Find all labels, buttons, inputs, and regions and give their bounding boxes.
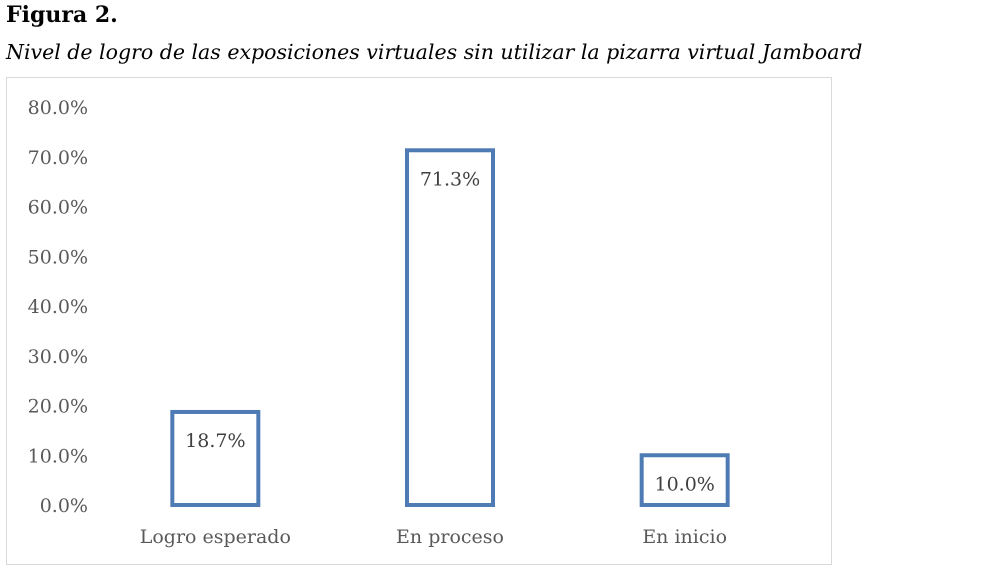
bar [170, 409, 261, 507]
x-category-label: Logro esperado [140, 526, 291, 548]
y-tick-label: 50.0% [28, 246, 88, 268]
bar-data-label: 18.7% [185, 430, 245, 452]
bar [405, 148, 495, 507]
x-axis-categories: Logro esperado En proceso En inicio [140, 526, 727, 548]
y-tick-label: 0.0% [40, 495, 88, 517]
x-category-label: En inicio [642, 526, 727, 548]
data-labels: 18.7% 71.3% 10.0% [185, 168, 715, 495]
bar-data-label: 10.0% [654, 473, 714, 495]
bar [639, 453, 730, 507]
bars [170, 148, 730, 507]
y-axis-ticks: 0.0% 10.0% 20.0% 30.0% 40.0% 50.0% 60.0% 70.0% 8… [28, 97, 88, 517]
bar-data-label: 71.3% [420, 168, 480, 190]
chart-area [6, 77, 832, 565]
y-tick-label: 70.0% [28, 147, 88, 169]
y-tick-label: 60.0% [28, 197, 88, 219]
y-tick-label: 30.0% [28, 346, 88, 368]
figure-label: Figura 2. [6, 2, 118, 28]
y-tick-label: 80.0% [28, 97, 88, 119]
y-tick-label: 40.0% [28, 296, 88, 318]
x-category-label: En proceso [396, 526, 504, 548]
figure-title: Nivel de logro de las exposiciones virtu… [6, 40, 863, 64]
y-tick-label: 20.0% [28, 396, 88, 418]
y-tick-label: 10.0% [28, 445, 88, 467]
